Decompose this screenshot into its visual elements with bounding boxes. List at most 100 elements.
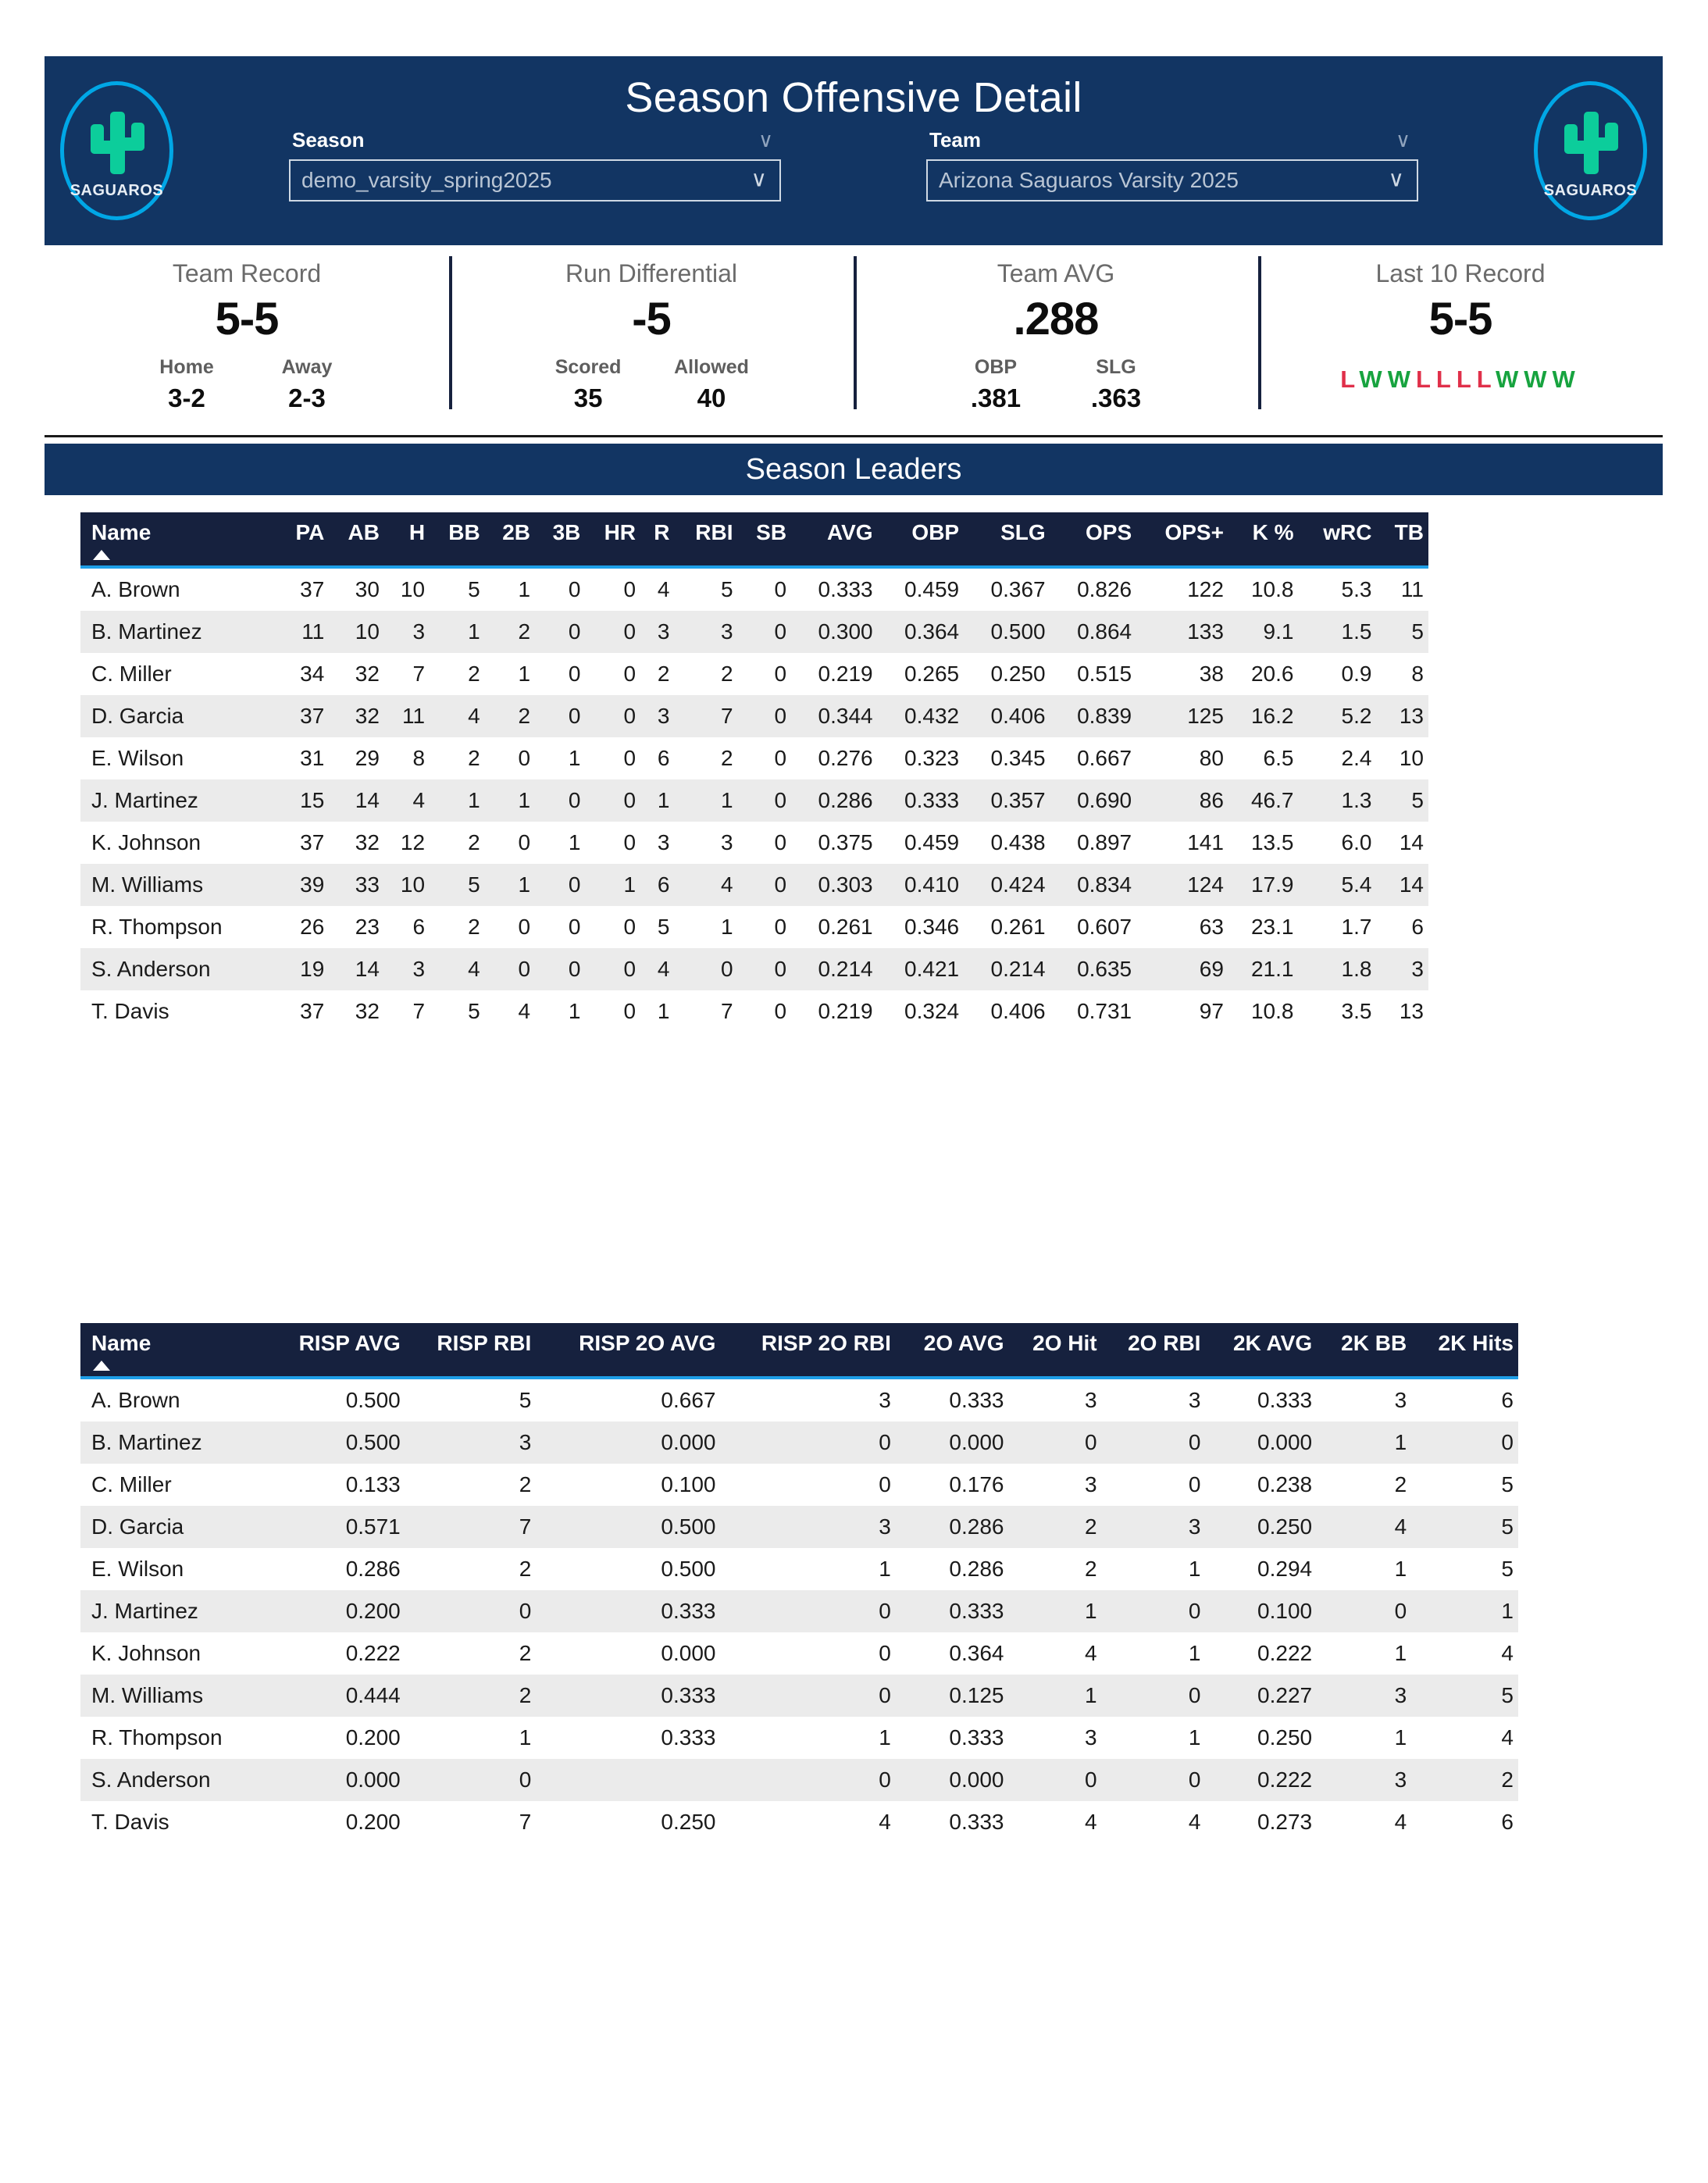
column-header-ops[interactable]: OPS bbox=[1050, 512, 1137, 569]
column-header-avg[interactable]: AVG bbox=[791, 512, 878, 569]
table-row[interactable]: T. Davis 37 32 7 5 4 1 0 1 7 0 0.219 0.324 0.406 0.731… bbox=[80, 990, 1428, 1033]
stat-cell: 80 bbox=[1199, 746, 1224, 770]
streak-result-win: W bbox=[1552, 366, 1581, 393]
table-row[interactable]: B. Martinez 0.500 3 0.000 0 0.000 0 0 0.000 1 0 bbox=[80, 1421, 1518, 1464]
table-row[interactable]: D. Garcia 37 32 11 4 2 0 0 3 7 0 0.344 0.432 0.406 0.8… bbox=[80, 695, 1428, 737]
situational-stats-table[interactable]: Name RISP AVG RISP RBI RISP 2O AVG RISP 2O R… bbox=[80, 1323, 1518, 1843]
stat-cell: 6 bbox=[1411, 915, 1424, 939]
season-slicer-dropdown[interactable]: demo_varsity_spring2025 ∨ bbox=[289, 159, 781, 202]
table-row[interactable]: R. Thompson 26 23 6 2 0 0 0 5 1 0 0.261 0.346 0.261 0.… bbox=[80, 906, 1428, 948]
stat-cell: 0.500 bbox=[345, 1430, 401, 1454]
streak-result-loss: L bbox=[1340, 366, 1360, 393]
column-header-hr[interactable]: HR bbox=[585, 512, 641, 569]
column-header-name[interactable]: Name bbox=[80, 1323, 266, 1379]
table-row[interactable]: M. Williams 39 33 10 5 1 0 1 6 4 0 0.303 0.410 0.424 0… bbox=[80, 864, 1428, 906]
stat-cell: 0.176 bbox=[949, 1472, 1004, 1496]
column-header-ab[interactable]: AB bbox=[329, 512, 384, 569]
table-row[interactable]: T. Davis 0.200 7 0.250 4 0.333 4 4 0.273 4 6 bbox=[80, 1801, 1518, 1843]
stat-cell: 2 bbox=[518, 704, 531, 728]
table-row[interactable]: E. Wilson 0.286 2 0.500 1 0.286 2 1 0.294 1 5 bbox=[80, 1548, 1518, 1590]
column-header-r[interactable]: R bbox=[640, 512, 675, 569]
table-row[interactable]: K. Johnson 0.222 2 0.000 0 0.364 4 1 0.222 1 4 bbox=[80, 1632, 1518, 1675]
column-header-wrc[interactable]: wRC bbox=[1298, 512, 1377, 569]
stat-cell: 30 bbox=[355, 577, 380, 601]
table-row[interactable]: C. Miller 0.133 2 0.100 0 0.176 3 0 0.238 2 5 bbox=[80, 1464, 1518, 1506]
team-slicer-expand-icon[interactable]: ∨ bbox=[1395, 128, 1410, 152]
sort-ascending-icon[interactable] bbox=[93, 1361, 110, 1371]
stat-cell: 3 bbox=[657, 830, 670, 854]
stat-cell: 0.238 bbox=[1257, 1472, 1313, 1496]
stat-cell: 0 bbox=[1188, 1430, 1201, 1454]
table-row[interactable]: C. Miller 34 32 7 2 1 0 0 2 2 0 0.219 0.265 0.250 0.51… bbox=[80, 653, 1428, 695]
column-header-risp-avg[interactable]: RISP AVG bbox=[265, 1323, 405, 1379]
stat-cell: 0 bbox=[568, 662, 581, 686]
kpi-sub-value: 3-2 bbox=[168, 383, 205, 412]
kpi-subvalue: Scored 35 bbox=[554, 356, 622, 413]
stat-cell: 0 bbox=[1188, 1683, 1201, 1707]
standard-stats-table[interactable]: Name PA AB H BB 2B 3B HR R RBI SB AVG OBP SLG OPS OPS+ K… bbox=[80, 512, 1428, 1033]
column-header-2o-rbi[interactable]: 2O RBI bbox=[1101, 1323, 1206, 1379]
stat-cell: 2 bbox=[468, 746, 480, 770]
column-header-risp-2o-rbi[interactable]: RISP 2O RBI bbox=[720, 1323, 896, 1379]
column-header-2k-hits[interactable]: 2K Hits bbox=[1411, 1323, 1518, 1379]
stat-cell: 10 bbox=[1399, 746, 1424, 770]
stat-cell: 46.7 bbox=[1250, 788, 1294, 812]
column-header-rbi[interactable]: RBI bbox=[674, 512, 738, 569]
table-row[interactable]: J. Martinez 0.200 0 0.333 0 0.333 1 0 0.100 0 1 bbox=[80, 1590, 1518, 1632]
logo-wordmark-left: SAGUAROS bbox=[70, 181, 164, 199]
column-header-k[interactable]: K % bbox=[1228, 512, 1299, 569]
stat-cell: 32 bbox=[355, 830, 380, 854]
stat-cell: 1 bbox=[1188, 1557, 1201, 1581]
table-row[interactable]: A. Brown 37 30 10 5 1 0 0 4 5 0 0.333 0.459 0.367 0.82… bbox=[80, 567, 1428, 611]
column-header-label: wRC bbox=[1323, 520, 1372, 544]
stat-cell: 1 bbox=[1394, 1641, 1407, 1665]
stat-cell: 0 bbox=[623, 915, 636, 939]
season-slicer[interactable]: Season ∨ demo_varsity_spring2025 ∨ bbox=[289, 128, 781, 202]
column-header-risp-2o-avg[interactable]: RISP 2O AVG bbox=[536, 1323, 721, 1379]
column-header-2k-avg[interactable]: 2K AVG bbox=[1205, 1323, 1318, 1379]
column-header-pa[interactable]: PA bbox=[277, 512, 330, 569]
column-header-2k-bb[interactable]: 2K BB bbox=[1317, 1323, 1412, 1379]
table-row[interactable]: J. Martinez 15 14 4 1 1 0 0 1 1 0 0.286 0.333 0.357 0.… bbox=[80, 779, 1428, 822]
column-header-sb[interactable]: SB bbox=[737, 512, 792, 569]
table-row[interactable]: D. Garcia 0.571 7 0.500 3 0.286 2 3 0.250 4 5 bbox=[80, 1506, 1518, 1548]
stat-cell: 0.286 bbox=[345, 1557, 401, 1581]
sort-ascending-icon[interactable] bbox=[93, 550, 110, 560]
table-row[interactable]: S. Anderson 19 14 3 4 0 0 0 4 0 0 0.214 0.421 0.214 0.… bbox=[80, 948, 1428, 990]
column-header-2o-hit[interactable]: 2O Hit bbox=[1008, 1323, 1102, 1379]
team-slicer[interactable]: Team ∨ Arizona Saguaros Varsity 2025 ∨ bbox=[926, 128, 1418, 202]
column-header-tb[interactable]: TB bbox=[1376, 512, 1428, 569]
column-header-slg[interactable]: SLG bbox=[964, 512, 1050, 569]
table-row[interactable]: M. Williams 0.444 2 0.333 0 0.125 1 0 0.227 3 5 bbox=[80, 1675, 1518, 1717]
table-row[interactable]: A. Brown 0.500 5 0.667 3 0.333 3 3 0.333 3 6 bbox=[80, 1378, 1518, 1421]
table-row[interactable]: K. Johnson 37 32 12 2 0 1 0 3 3 0 0.375 0.459 0.438 0.… bbox=[80, 822, 1428, 864]
column-header-obp[interactable]: OBP bbox=[877, 512, 965, 569]
table-row[interactable]: R. Thompson 0.200 1 0.333 1 0.333 3 1 0.250 1 4 bbox=[80, 1717, 1518, 1759]
chevron-down-icon[interactable]: ∨ bbox=[1388, 166, 1405, 191]
stat-cell: 0.286 bbox=[818, 788, 873, 812]
table-row[interactable]: S. Anderson 0.000 0 0 0.000 0 0 0.222 3 2 bbox=[80, 1759, 1518, 1801]
column-header-name[interactable]: Name bbox=[80, 512, 278, 569]
column-header-risp-rbi[interactable]: RISP RBI bbox=[405, 1323, 537, 1379]
column-header-label: 2K BB bbox=[1341, 1331, 1407, 1355]
stat-cell: 0 bbox=[774, 830, 787, 854]
season-slicer-expand-icon[interactable]: ∨ bbox=[758, 128, 773, 152]
team-slicer-dropdown[interactable]: Arizona Saguaros Varsity 2025 ∨ bbox=[926, 159, 1418, 202]
column-header-ops[interactable]: OPS+ bbox=[1136, 512, 1228, 569]
column-header-2o-avg[interactable]: 2O AVG bbox=[895, 1323, 1009, 1379]
stat-cell: 3 bbox=[519, 1430, 532, 1454]
column-header-label: RISP RBI bbox=[437, 1331, 532, 1355]
column-header-h[interactable]: H bbox=[383, 512, 430, 569]
column-header-2b[interactable]: 2B bbox=[484, 512, 536, 569]
stat-cell: 4 bbox=[1394, 1810, 1407, 1834]
table-row[interactable]: B. Martinez 11 10 3 1 2 0 0 3 3 0 0.300 0.364 0.500 0.… bbox=[80, 611, 1428, 653]
kpi-title: Team Record bbox=[172, 259, 322, 287]
player-name-cell: D. Garcia bbox=[91, 1514, 184, 1539]
column-header-bb[interactable]: BB bbox=[430, 512, 485, 569]
table-row[interactable]: E. Wilson 31 29 8 2 0 1 0 6 2 0 0.276 0.323 0.345 0.66… bbox=[80, 737, 1428, 779]
table-header-row: Name RISP AVG RISP RBI RISP 2O AVG RISP 2O R… bbox=[80, 1323, 1518, 1379]
column-header-3b[interactable]: 3B bbox=[535, 512, 586, 569]
chevron-down-icon[interactable]: ∨ bbox=[751, 166, 768, 191]
column-header-label: H bbox=[408, 520, 426, 544]
last-10-streak: LWWLLLLWWW bbox=[1258, 366, 1663, 394]
